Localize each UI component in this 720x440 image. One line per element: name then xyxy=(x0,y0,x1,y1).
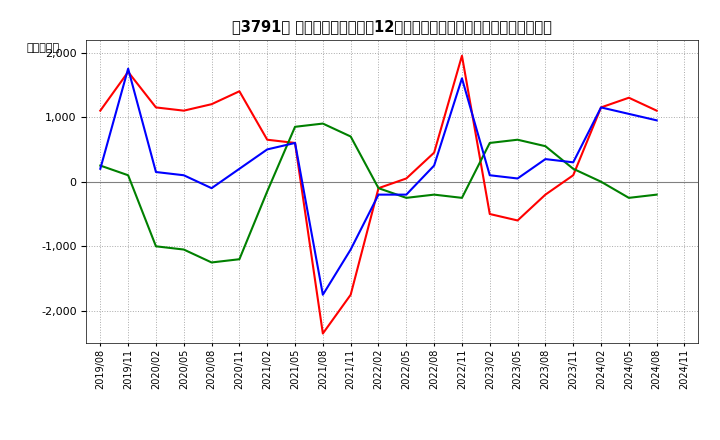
Line: 営業CF: 営業CF xyxy=(100,56,657,334)
営業CF xyxy=(152,105,161,110)
営業CF xyxy=(597,105,606,110)
Line: フリーCF: フリーCF xyxy=(100,69,657,295)
営業CF xyxy=(430,150,438,155)
投資CF xyxy=(569,166,577,172)
投資CF xyxy=(207,260,216,265)
営業CF xyxy=(624,95,633,100)
投資CF xyxy=(179,247,188,252)
フリーCF xyxy=(458,76,467,81)
営業CF xyxy=(569,172,577,178)
フリーCF xyxy=(235,166,243,172)
営業CF xyxy=(124,69,132,74)
投資CF xyxy=(263,189,271,194)
営業CF xyxy=(179,108,188,113)
営業CF xyxy=(207,102,216,107)
投資CF xyxy=(374,186,383,191)
Title: ［3791］ キャッシュフローの12か月移動合計の対前年同期増減額の推移: ［3791］ キャッシュフローの12か月移動合計の対前年同期増減額の推移 xyxy=(233,19,552,34)
営業CF xyxy=(374,186,383,191)
投資CF xyxy=(291,124,300,129)
投資CF xyxy=(652,192,661,197)
営業CF xyxy=(652,108,661,113)
フリーCF xyxy=(485,172,494,178)
投資CF xyxy=(624,195,633,201)
投資CF xyxy=(458,195,467,201)
投資CF xyxy=(485,140,494,146)
営業CF xyxy=(235,88,243,94)
営業CF xyxy=(513,218,522,223)
フリーCF xyxy=(541,157,550,162)
営業CF xyxy=(346,292,355,297)
営業CF xyxy=(263,137,271,143)
フリーCF xyxy=(124,66,132,71)
投資CF xyxy=(318,121,327,126)
フリーCF xyxy=(96,166,104,172)
フリーCF xyxy=(179,172,188,178)
投資CF xyxy=(597,179,606,184)
フリーCF xyxy=(652,118,661,123)
営業CF xyxy=(541,192,550,197)
フリーCF xyxy=(263,147,271,152)
フリーCF xyxy=(291,140,300,146)
営業CF xyxy=(402,176,410,181)
投資CF xyxy=(430,192,438,197)
投資CF xyxy=(346,134,355,139)
フリーCF xyxy=(152,169,161,175)
投資CF xyxy=(96,163,104,168)
フリーCF xyxy=(624,111,633,117)
Line: 投資CF: 投資CF xyxy=(100,124,657,262)
営業CF xyxy=(318,331,327,336)
営業CF xyxy=(96,108,104,113)
フリーCF xyxy=(597,105,606,110)
フリーCF xyxy=(513,176,522,181)
営業CF xyxy=(485,211,494,216)
フリーCF xyxy=(569,160,577,165)
フリーCF xyxy=(207,186,216,191)
投資CF xyxy=(513,137,522,143)
営業CF xyxy=(458,53,467,59)
投資CF xyxy=(402,195,410,201)
フリーCF xyxy=(318,292,327,297)
営業CF xyxy=(291,140,300,146)
投資CF xyxy=(152,244,161,249)
Text: （百万円）: （百万円） xyxy=(27,43,60,53)
フリーCF xyxy=(430,163,438,168)
フリーCF xyxy=(402,192,410,197)
フリーCF xyxy=(346,247,355,252)
投資CF xyxy=(235,257,243,262)
投資CF xyxy=(541,143,550,149)
投資CF xyxy=(124,172,132,178)
フリーCF xyxy=(374,192,383,197)
